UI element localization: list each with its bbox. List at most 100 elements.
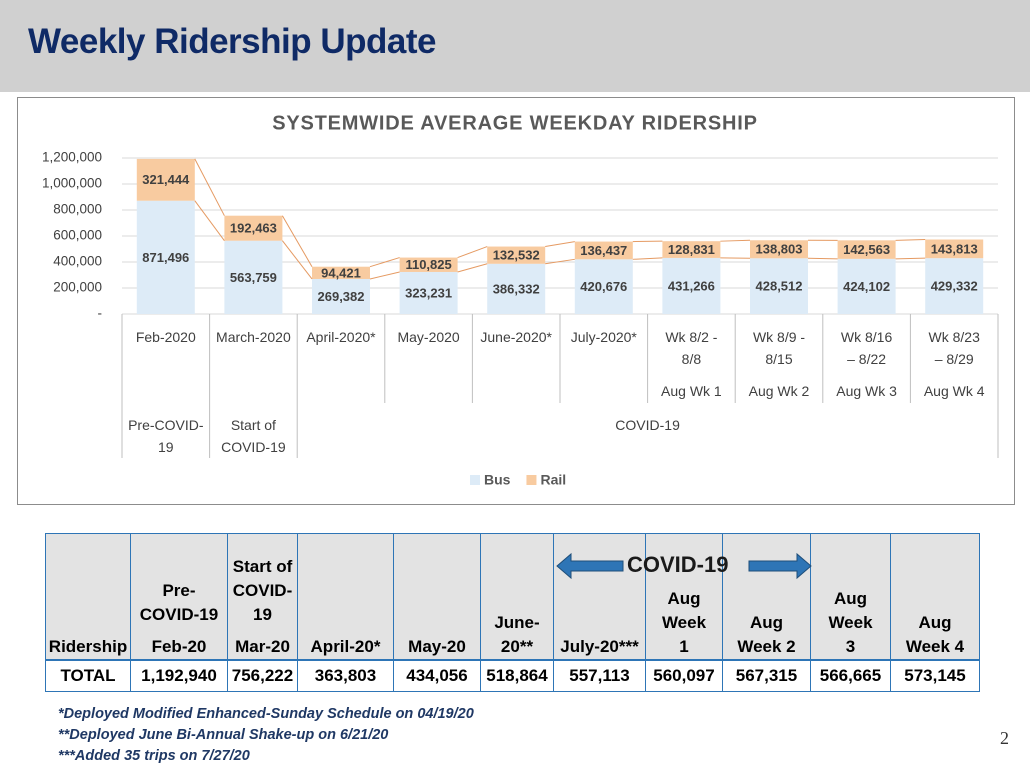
connector-line [720, 239, 751, 242]
y-tick-label: 200,000 [53, 280, 102, 295]
header-cell: Pre-COVID-19 Feb-20 [130, 533, 228, 661]
ridership-table: Ridership Pre-COVID-19 Feb-20 Start of CO… [45, 533, 980, 692]
connector-line [545, 258, 575, 265]
table-cell: 363,803 [297, 659, 394, 692]
y-tick-label: - [98, 306, 103, 321]
bar-segment [837, 240, 896, 259]
value-label: 132,532 [493, 248, 540, 263]
y-tick-label: 600,000 [53, 228, 102, 243]
bar-segment [136, 158, 195, 201]
group-label: Start of COVID-19 [221, 417, 286, 455]
bar-segment [662, 241, 721, 258]
table-cell: 573,145 [890, 659, 980, 692]
value-label: 321,444 [142, 172, 190, 187]
chart-title: SYSTEMWIDE AVERAGE WEEKDAY RIDERSHIP [272, 112, 758, 134]
footnote: **Deployed June Bi-Annual Shake-up on 6/… [58, 727, 389, 743]
value-label: 143,813 [931, 241, 978, 256]
header-cell: Aug Week 3 [810, 533, 891, 661]
header-band: Weekly Ridership Update [0, 0, 1030, 92]
value-label: 424,102 [843, 279, 890, 294]
header-cell: May-20 [393, 533, 481, 661]
y-tick-label: 1,000,000 [42, 176, 102, 191]
bar-segment [925, 258, 984, 314]
legend-swatch [470, 475, 480, 485]
x-tick-label: July-2020* [570, 329, 637, 345]
column-label: Ridership [48, 637, 128, 656]
x-tick-label: Feb-2020 [135, 329, 196, 345]
value-label: 420,676 [580, 279, 627, 294]
value-label: 563,759 [230, 270, 277, 285]
value-label: 136,437 [580, 243, 627, 258]
table-cell: 518,864 [480, 659, 554, 692]
y-tick-label: 1,200,000 [42, 150, 102, 165]
column-label: Aug Week 1 [661, 589, 707, 656]
x-tick-label: June-2020* [480, 329, 552, 345]
connector-line [895, 238, 926, 241]
table-cell: 567,315 [722, 659, 811, 692]
bar-segment [925, 239, 984, 259]
value-label: 110,825 [405, 257, 451, 272]
connector-line [895, 257, 926, 260]
table-cell: 560,097 [645, 659, 723, 692]
chart: SYSTEMWIDE AVERAGE WEEKDAY RIDERSHIP - 20… [42, 112, 999, 488]
page-number: 2 [1000, 728, 1009, 748]
column-label: Mar-20 [235, 637, 290, 656]
connector-line [807, 257, 838, 260]
x-tick-label: March-2020 [216, 329, 291, 345]
group-label: COVID-19 [615, 417, 680, 433]
header-cell: April-20* [297, 533, 394, 661]
connector-line [194, 200, 225, 242]
x-sublabel: Aug Wk 3 [836, 383, 897, 399]
value-label: 94,421 [321, 265, 361, 280]
column-label: Aug Week 4 [905, 613, 965, 656]
value-label: 386,332 [493, 281, 540, 296]
x-tick-label: May-2020 [397, 329, 460, 345]
bar-segment [136, 200, 195, 314]
header-cell: Ridership [45, 533, 131, 661]
bar-segment [312, 278, 370, 314]
left-arrow [556, 552, 624, 580]
header-row: Ridership Pre-COVID-19 Feb-20 Start of CO… [45, 533, 980, 661]
column-label: Aug Week 3 [828, 589, 873, 656]
bar-segment [312, 266, 370, 279]
table-cell: 1,192,940 [130, 659, 228, 692]
value-label: 128,831 [668, 242, 715, 257]
bar-segment [750, 258, 808, 314]
arrows [556, 552, 812, 580]
value-label: 429,332 [931, 279, 978, 294]
value-label: 871,496 [142, 250, 189, 265]
x-sublabel: Aug Wk 4 [923, 383, 985, 399]
column-label: May-20 [408, 637, 466, 656]
bar-segment [224, 240, 283, 314]
group-label: Start of COVID-19 [232, 557, 293, 624]
x-tick-label: April-2020* [306, 329, 376, 345]
y-tick-label: 800,000 [53, 202, 102, 217]
column-label: July-20*** [560, 637, 639, 656]
x-tick-label: Wk 8/9 - 8/15 [752, 329, 806, 367]
bar-segment [399, 257, 458, 272]
covid-banner: COVID-19 [555, 550, 813, 582]
bar-segment [574, 241, 633, 260]
column-label: Aug Week 2 [737, 613, 796, 656]
bar-segment [487, 263, 546, 314]
connector-line [282, 240, 313, 280]
column-label: Feb-20 [151, 637, 207, 656]
table-cell: 756,222 [227, 659, 298, 692]
x-tick-label: Wk 8/16 – 8/22 [840, 329, 893, 367]
table-cell: 557,113 [553, 659, 646, 692]
connector-line [369, 271, 400, 280]
footnote: ***Added 35 trips on 7/27/20 [58, 748, 250, 764]
column-label: June-20** [494, 613, 540, 656]
right-arrow [748, 552, 812, 580]
header-cell: Aug Week 4 [890, 533, 980, 661]
value-label: 138,803 [756, 242, 803, 257]
value-label: 431,266 [668, 278, 715, 293]
connector-line [194, 158, 225, 216]
footnote: *Deployed Modified Enhanced-Sunday Sched… [58, 706, 474, 722]
bar-segment [399, 271, 458, 314]
x-tick-label: Wk 8/23 – 8/29 [928, 329, 980, 367]
x-sublabel: Aug Wk 1 [661, 383, 722, 399]
header-cell: Start of COVID-19 Mar-20 [227, 533, 298, 661]
table-cell: 434,056 [393, 659, 481, 692]
header-cell: June-20** [480, 533, 554, 661]
